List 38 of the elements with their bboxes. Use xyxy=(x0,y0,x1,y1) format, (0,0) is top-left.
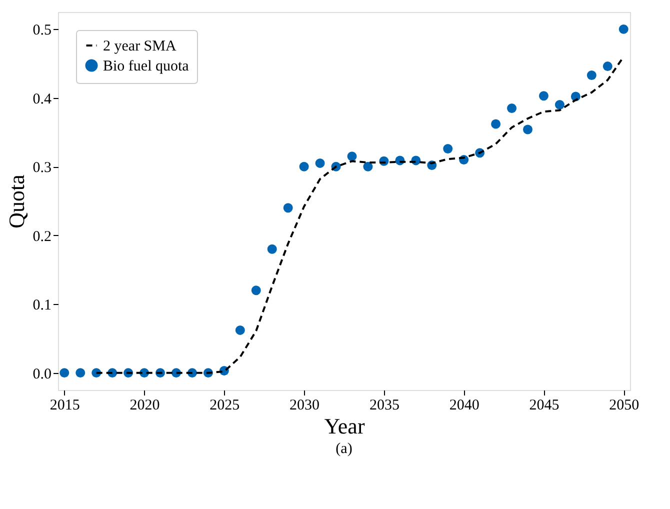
y-tick-label: 0.3 xyxy=(32,160,52,176)
x-tick-label: 2015 xyxy=(50,398,80,414)
point xyxy=(76,368,86,378)
point xyxy=(507,103,517,113)
point xyxy=(267,244,277,254)
point xyxy=(60,368,70,378)
point xyxy=(554,100,564,110)
point xyxy=(315,158,325,168)
point xyxy=(251,286,261,296)
point xyxy=(618,24,628,34)
point xyxy=(586,70,596,80)
legend-label: 2 year SMA xyxy=(103,38,176,54)
x-axis-title: Year xyxy=(324,414,366,438)
point xyxy=(602,62,612,72)
y-tick-label: 0.5 xyxy=(32,22,52,39)
text: (a) xyxy=(336,441,352,457)
y-axis-title: Quota xyxy=(4,174,29,228)
y-tick-label: 0.2 xyxy=(32,228,52,245)
x-tick-label: 2020 xyxy=(130,398,160,414)
point xyxy=(538,91,548,101)
x-tick-label: 2035 xyxy=(369,398,400,414)
y-tick-label: 0.1 xyxy=(32,298,52,314)
y-tick-label: 0.4 xyxy=(32,91,52,108)
y-tick-label: 0.0 xyxy=(32,366,52,382)
legend-label: Bio fuel quota xyxy=(103,58,190,74)
point xyxy=(235,325,245,335)
point xyxy=(299,162,309,172)
point xyxy=(363,162,373,172)
x-tick-label: 2030 xyxy=(290,398,320,414)
x-tick-label: 2025 xyxy=(210,398,240,414)
point xyxy=(283,203,293,213)
x-tick-label: 2050 xyxy=(609,398,640,414)
point xyxy=(347,152,357,162)
point xyxy=(443,144,453,154)
x-tick-label: 2045 xyxy=(529,398,560,414)
point xyxy=(491,119,501,129)
point xyxy=(523,124,532,134)
x-tick-label: 2040 xyxy=(449,398,480,414)
